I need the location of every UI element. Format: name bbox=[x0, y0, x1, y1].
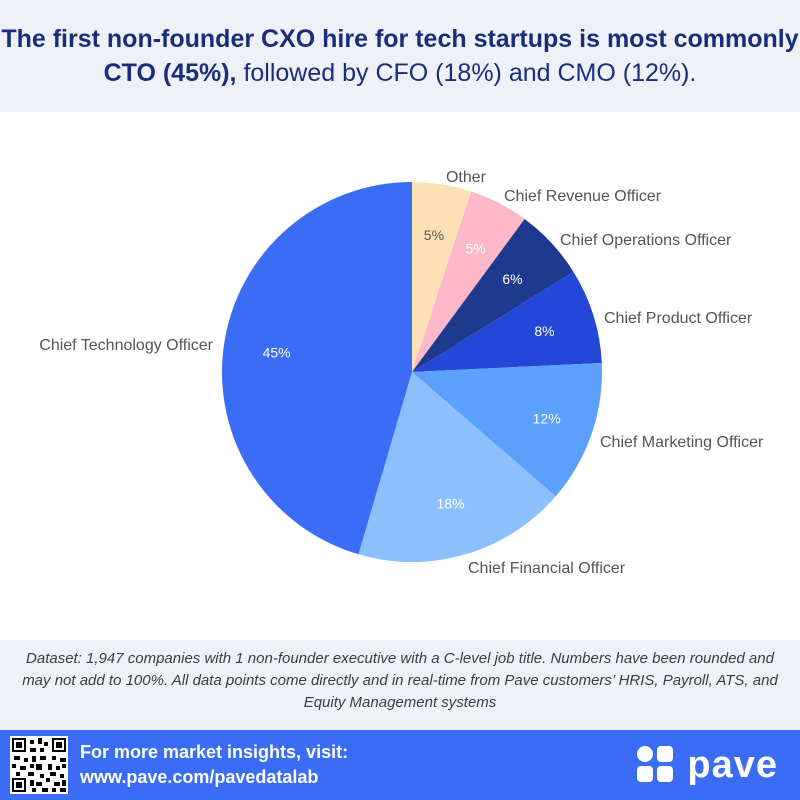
pie-slice-chief-revenue-officer bbox=[412, 191, 525, 372]
slice-category-label: Chief Technology Officer bbox=[39, 337, 213, 354]
footer-line-1: For more market insights, visit: bbox=[80, 742, 349, 762]
slice-category-label: Chief Financial Officer bbox=[468, 560, 626, 577]
slice-percent-label: 45% bbox=[263, 345, 291, 361]
slice-percent-label: 12% bbox=[533, 411, 561, 427]
slice-category-label: Other bbox=[446, 169, 487, 186]
slice-category-label: Chief Marketing Officer bbox=[600, 434, 764, 451]
pie-slice-chief-technology-officer bbox=[222, 182, 412, 555]
dataset-footnote: Dataset: 1,947 companies with 1 non-foun… bbox=[0, 640, 800, 730]
slice-percent-label: 6% bbox=[502, 271, 522, 287]
slice-percent-label: 8% bbox=[534, 323, 554, 339]
footer-link[interactable]: www.pave.com/pavedatalab bbox=[80, 767, 319, 787]
slice-category-label: Chief Product Officer bbox=[604, 310, 753, 327]
pie-slice-other bbox=[412, 182, 472, 372]
slice-percent-label: 18% bbox=[437, 495, 465, 511]
footer-cta: For more market insights, visit: www.pav… bbox=[80, 740, 348, 790]
pie-slice-chief-financial-officer bbox=[358, 372, 556, 562]
pave-logo[interactable]: pave bbox=[637, 740, 778, 790]
pie-slice-chief-product-officer bbox=[412, 271, 602, 372]
slice-category-label: Chief Revenue Officer bbox=[504, 188, 662, 205]
chart-title-rest: followed by CFO (18%) and CMO (12%). bbox=[236, 59, 697, 87]
pie-slice-chief-operations-officer bbox=[412, 218, 574, 372]
slice-category-label: Chief Operations Officer bbox=[560, 232, 732, 249]
pave-logo-icon bbox=[637, 746, 675, 784]
slice-percent-label: 5% bbox=[465, 241, 485, 257]
footer-banner: For more market insights, visit: www.pav… bbox=[0, 730, 800, 800]
qr-code-icon[interactable] bbox=[10, 736, 68, 794]
pave-logo-text: pave bbox=[687, 743, 778, 786]
pie-chart: 5% 5% 6% 8% 12% 18% 45% Other Chief Revenue Offi… bbox=[39, 169, 764, 577]
chart-title: The first non-founder CXO hire for tech … bbox=[0, 0, 800, 112]
chart-area: 5% 5% 6% 8% 12% 18% 45% Other Chief Revenue Offi… bbox=[0, 112, 800, 640]
pie-slice-chief-marketing-officer bbox=[412, 362, 602, 497]
chart-title-bold: The first non-founder CXO hire for tech … bbox=[1, 25, 799, 87]
slice-percent-label: 5% bbox=[424, 227, 444, 243]
